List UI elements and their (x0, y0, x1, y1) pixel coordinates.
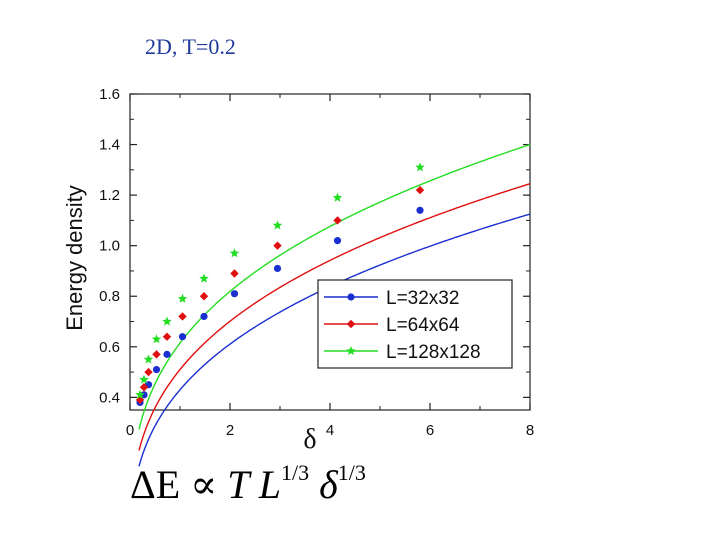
series-1-point (200, 312, 208, 321)
series-3-point (162, 316, 172, 326)
y-tick-label: 0.8 (99, 288, 120, 305)
series-3-point (199, 273, 209, 283)
scaling-formula: ΔE ∝ T L1/3 δ1/3 (130, 460, 366, 508)
formula-exponent-2: 1/3 (337, 460, 366, 485)
y-tick-label: 1.4 (99, 137, 120, 154)
series-2-point (333, 216, 342, 225)
series-2-point (152, 350, 161, 359)
series-1-point (178, 333, 187, 341)
series-1-point (152, 365, 161, 374)
legend-marker-3 (346, 346, 356, 356)
series-2-point (135, 395, 145, 405)
legend-label-2: L=64x64 (386, 315, 460, 336)
series-1-point (230, 290, 239, 298)
series-3-point (415, 162, 425, 172)
y-tick-label: 0.6 (99, 339, 120, 356)
series-3-point (139, 374, 149, 384)
series-2-point (415, 185, 425, 195)
series-3-point (151, 334, 162, 344)
formula-l: L (258, 462, 282, 507)
formula-exponent-1: 1/3 (281, 460, 310, 485)
legend-label-1: L=32x32 (386, 288, 459, 309)
formula-delta-e: ΔE (130, 462, 181, 507)
formula-proportional: ∝ (190, 462, 218, 507)
series-3-point (177, 293, 188, 303)
x-tick-label: 6 (426, 422, 434, 439)
series-1-point (163, 350, 171, 358)
series-3-point (272, 220, 283, 230)
x-tick-label: 4 (326, 422, 334, 439)
x-tick-label: 8 (526, 422, 534, 439)
series-3-point (332, 192, 343, 202)
y-tick-label: 0.4 (99, 389, 120, 406)
legend-marker-1 (347, 293, 355, 301)
series-2-point (139, 383, 149, 392)
series-2-point (199, 292, 209, 301)
slide-title: 2D, T=0.2 (145, 34, 236, 59)
series-3-point (135, 389, 145, 399)
legend-label-3: L=128x128 (386, 342, 481, 363)
series-1-point (333, 237, 342, 245)
series-curve-2 (138, 183, 531, 451)
x-tick-label: 2 (226, 422, 234, 439)
formula-t: T (227, 462, 249, 507)
series-1-point (273, 264, 282, 273)
series-2-point (230, 269, 239, 278)
legend-marker-2 (346, 319, 356, 329)
series-2-point (144, 367, 153, 377)
formula-delta: δ (319, 462, 338, 507)
series-3-point (229, 248, 240, 258)
series-1-point (416, 206, 424, 214)
y-tick-label: 1.0 (99, 238, 120, 255)
series-3-point (143, 354, 154, 364)
x-axis-title: δ (303, 424, 316, 455)
y-tick-label: 1.6 (99, 86, 120, 103)
y-axis-title: Energy density (62, 185, 87, 331)
series-2-point (162, 332, 172, 341)
series-2-point (178, 312, 187, 321)
x-tick-label: 0 (126, 422, 134, 439)
y-tick-label: 1.2 (99, 187, 120, 204)
series-2-point (273, 241, 282, 250)
